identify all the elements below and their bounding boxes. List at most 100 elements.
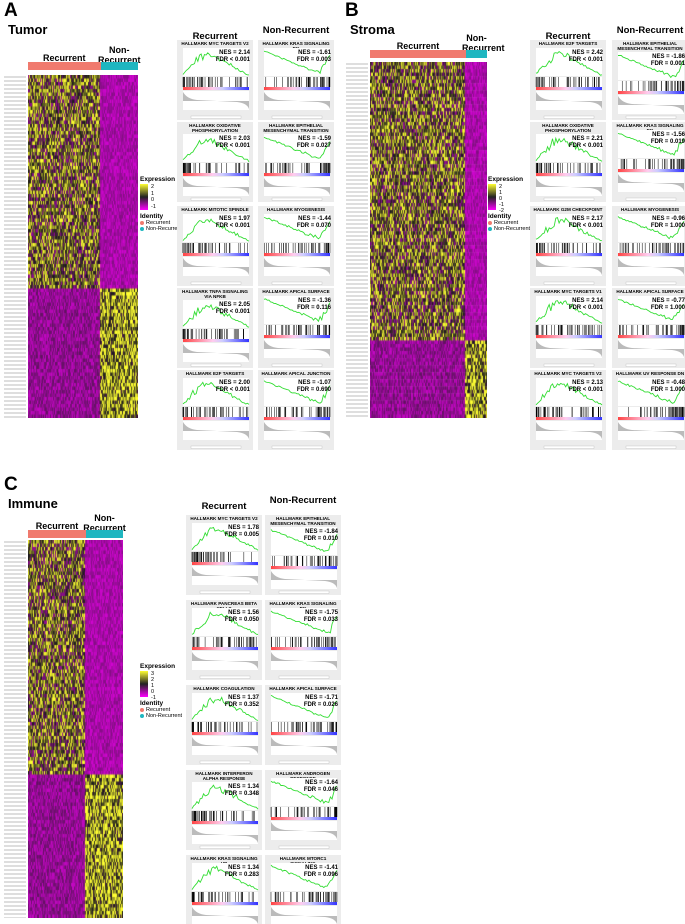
ranked-list-metric <box>271 571 337 588</box>
ranked-list-metric <box>271 652 337 669</box>
gsea-stats: NES = -1.71 FDR = 0.026 <box>304 695 338 709</box>
es-plot-area <box>264 214 330 242</box>
nes-value: NES = -1.44 <box>298 216 331 222</box>
gsea-enrichment-svg <box>182 134 250 201</box>
ranked-list-area <box>183 91 249 110</box>
gsea-stats: NES = -0.48 FDR = 1.000 <box>651 380 685 394</box>
gsea-enrichment-svg <box>618 52 685 119</box>
gsea-legend-box <box>199 675 251 679</box>
ranked-list-area <box>264 339 330 358</box>
running-enrichment-score-line <box>182 137 250 163</box>
gsea-title: HALLMARK OXIDATIVE PHOSPHORYLATION <box>542 123 594 133</box>
gsea-title: HALLMARK APICAL JUNCTION <box>261 371 331 376</box>
gsea-enrichment-svg <box>270 608 338 679</box>
ranked-metric-gradient-bar <box>183 417 249 420</box>
ranked-list-metric <box>264 258 330 275</box>
gsea-title: HALLMARK TNFA SIGNALING VIA NFKB <box>182 289 248 299</box>
barcode-area <box>618 325 684 335</box>
running-enrichment-score-line <box>270 780 338 804</box>
legend-identity-item: Non-Recurrent <box>140 226 182 232</box>
nes-value: NES = -0.77 <box>652 298 685 304</box>
gsea-plot: HALLMARK INTERFERON ALPHA RESPONSE NES = … <box>186 770 262 850</box>
barcode-area <box>264 77 330 87</box>
gsea-enrichment-svg <box>270 693 338 764</box>
ranked-metric-gradient-bar <box>536 335 602 338</box>
barcode-area <box>183 77 249 87</box>
legend-expression-scale: 3 2 1 0 -1 <box>140 671 182 701</box>
gsea-stats: NES = -1.36 FDR = 0.116 <box>297 298 331 312</box>
nes-value: NES = 2.00 <box>219 380 250 386</box>
running-enrichment-score-line <box>191 611 259 635</box>
ranked-list-area <box>271 651 337 670</box>
identity-bar-nonrecurrent <box>100 62 138 70</box>
barcode-area <box>618 159 684 169</box>
legend-tick: 2 <box>151 677 155 683</box>
ranked-list-metric <box>536 258 602 275</box>
ranked-list-metric <box>264 178 330 195</box>
gsea-plot: HALLMARK APICAL JUNCTION NES = -1.07 FDR =… <box>258 370 334 450</box>
nes-value: NES = -1.86 <box>652 54 685 60</box>
barcode-area <box>192 552 258 562</box>
barcode-area <box>192 637 258 647</box>
gsea-enrichment-svg <box>191 523 259 594</box>
legend-identity-label: Recurrent <box>146 707 171 713</box>
ranked-list-area <box>618 173 684 192</box>
ranked-metric-gradient-bar <box>271 647 337 650</box>
es-plot-area <box>271 693 337 721</box>
gsea-plot: HALLMARK E2F TARGETS NES = 2.42 FDR < 0.00… <box>530 40 606 120</box>
gsea-stats: NES = -1.41 FDR = 0.096 <box>304 865 338 879</box>
gsea-plot: HALLMARK EPITHELIAL MESENCHYMAL TRANSITI… <box>612 40 685 120</box>
gsea-legend-box <box>271 363 323 367</box>
ranked-metric-gradient-bar <box>618 417 684 420</box>
barcode-area <box>192 811 258 821</box>
legend-identity-label: Non-Recurrent <box>494 226 531 232</box>
running-enrichment-score-line <box>535 382 603 406</box>
nes-value: NES = -0.96 <box>652 216 685 222</box>
gsea-legend-box <box>543 363 595 367</box>
gsea-enrichment-svg <box>270 778 338 849</box>
identity-bar-nonrecurrent <box>465 50 487 58</box>
fdr-value: FDR = 0.096 <box>303 872 338 878</box>
es-plot-area <box>183 134 249 162</box>
running-enrichment-score-line <box>191 865 259 891</box>
es-plot-area <box>536 214 602 242</box>
gsea-column-header-recurrent: Recurrent <box>201 501 247 512</box>
running-enrichment-score-line <box>263 136 331 159</box>
running-enrichment-score-line <box>270 694 338 718</box>
gsea-title: HALLMARK MITOTIC SPINDLE <box>181 207 249 212</box>
barcode-area <box>536 243 602 253</box>
gsea-title: HALLMARK G2M CHECKPOINT <box>533 207 603 212</box>
nes-value: NES = 2.17 <box>572 216 603 222</box>
legend-identity-item: Recurrent <box>140 707 182 713</box>
ranked-metric-gradient-bar <box>618 253 684 256</box>
heatmap-group-label-nonrecurrent: Non-Recurrent <box>83 513 126 533</box>
gsea-title: HALLMARK APICAL SURFACE <box>269 686 337 691</box>
running-enrichment-score-line <box>618 55 685 79</box>
legend-identity-label: Non-Recurrent <box>146 226 183 232</box>
identity-bar-nonrecurrent <box>85 530 123 538</box>
gsea-enrichment-svg <box>191 863 259 924</box>
running-enrichment-score-line <box>182 381 250 405</box>
nes-value: NES = -1.56 <box>652 132 685 138</box>
ranked-list-area <box>264 91 330 110</box>
running-enrichment-score-line <box>535 51 603 76</box>
fdr-value: FDR < 0.001 <box>568 387 603 393</box>
gsea-enrichment-svg <box>182 378 250 449</box>
running-enrichment-score-line <box>535 217 603 242</box>
gsea-column-header-recurrent: Recurrent <box>545 31 591 42</box>
gsea-stats: NES = 2.03 FDR < 0.001 <box>216 136 250 150</box>
legend: Expression 2 1 0 -1 -2 Identity Recurrent Non-Re… <box>488 176 530 232</box>
gsea-legend-box <box>625 115 677 119</box>
barcode-area <box>536 407 602 417</box>
running-enrichment-score-line <box>191 784 259 810</box>
barcode-area <box>264 163 330 173</box>
identity-bar-recurrent <box>28 62 101 70</box>
gsea-title: HALLMARK E2F TARGETS <box>538 41 598 46</box>
gsea-legend-box <box>543 445 595 449</box>
gsea-enrichment-svg <box>617 214 685 285</box>
running-enrichment-score-line <box>263 298 331 323</box>
gsea-stats: NES = -0.77 FDR = 1.000 <box>651 298 685 312</box>
ranked-list-metric <box>192 737 258 754</box>
